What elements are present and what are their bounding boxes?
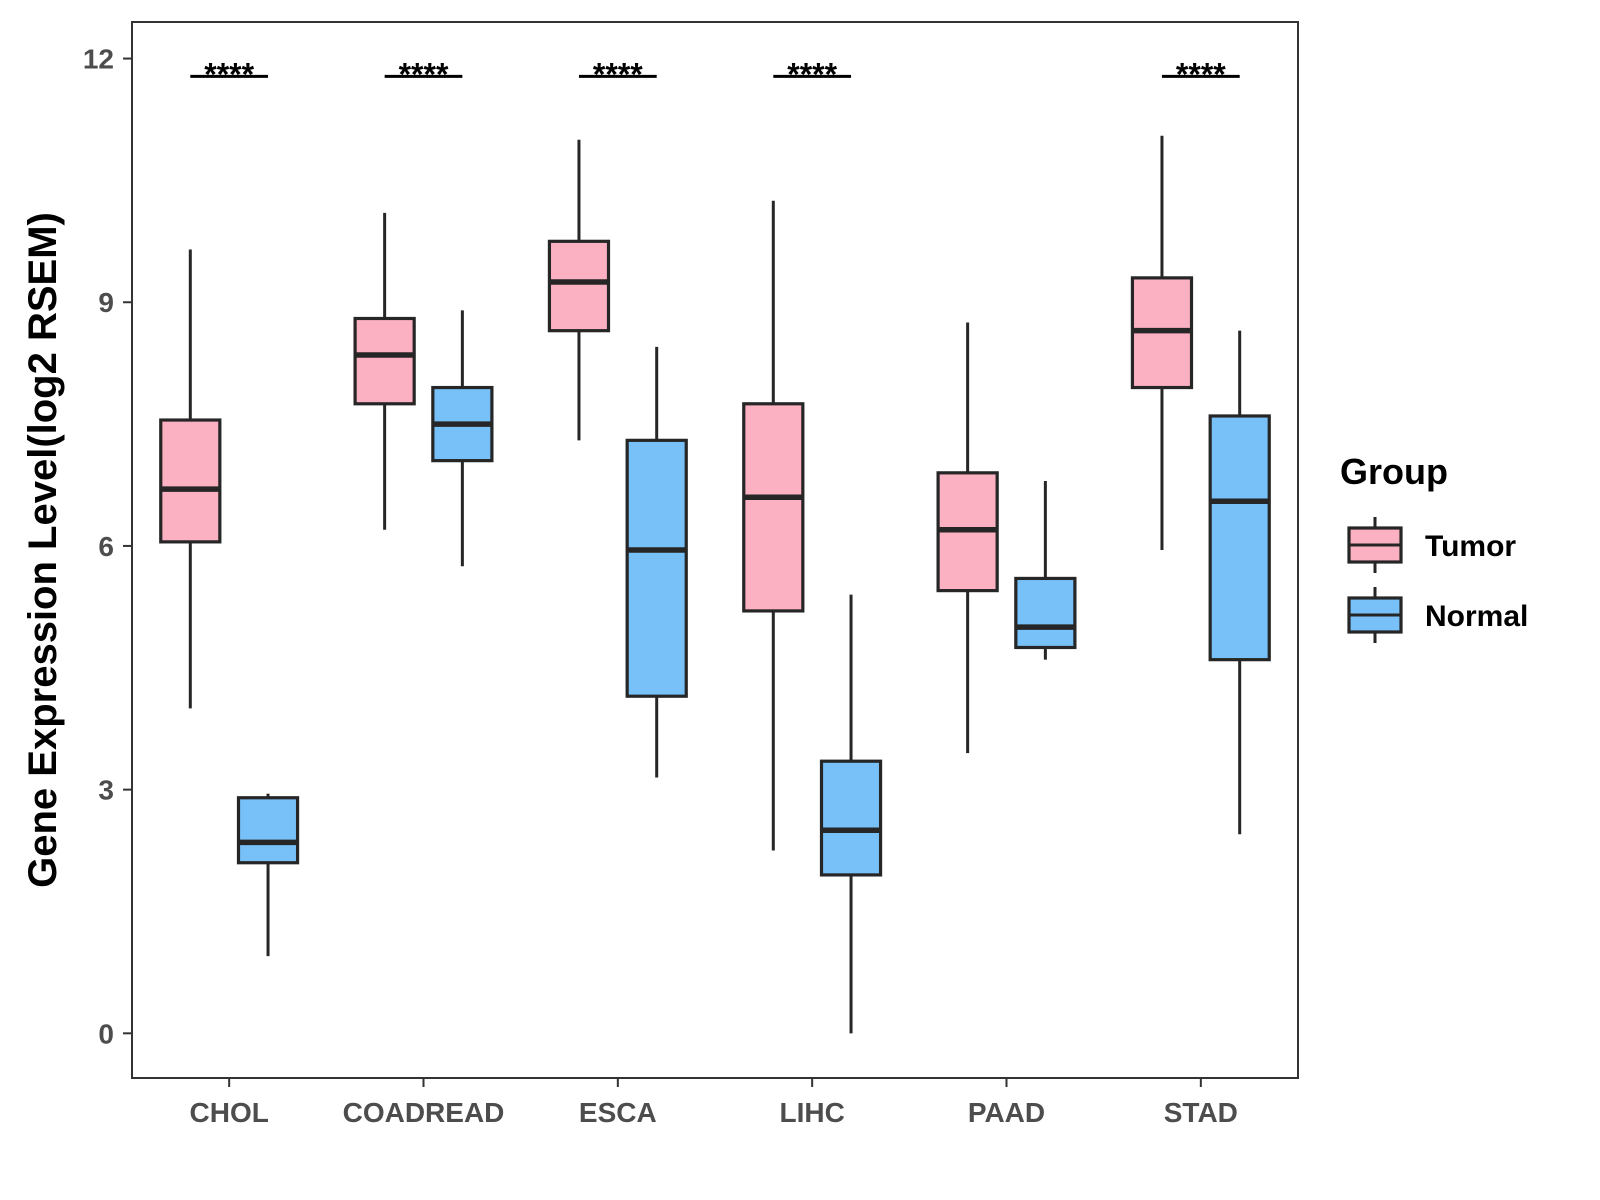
box-tumor-chol bbox=[159, 249, 222, 709]
x-tick-label-chol: CHOL bbox=[190, 1097, 269, 1128]
significance-layer: **** **** **** **** **** bbox=[190, 56, 1240, 92]
box-normal-paad bbox=[1014, 480, 1077, 660]
box-tumor-lihc bbox=[742, 200, 805, 851]
significance-label: **** bbox=[204, 56, 254, 92]
y-tick-label: 9 bbox=[98, 287, 114, 318]
box-body bbox=[1014, 576, 1077, 650]
box-body bbox=[353, 316, 416, 406]
legend: Group Tumor Normal bbox=[1340, 451, 1528, 643]
box-body bbox=[236, 796, 300, 865]
y-tick-label: 0 bbox=[98, 1018, 114, 1049]
x-tick-label-esca: ESCA bbox=[579, 1097, 657, 1128]
legend-item-tumor: Tumor bbox=[1347, 517, 1516, 573]
box-normal-stad bbox=[1208, 330, 1271, 835]
y-axis: 0 3 6 9 12 bbox=[83, 44, 132, 1049]
x-axis: CHOL COADREAD ESCA LIHC PAAD STAD bbox=[190, 1078, 1238, 1128]
box-body bbox=[742, 402, 805, 613]
x-tick-label-stad: STAD bbox=[1164, 1097, 1238, 1128]
plot-panel bbox=[131, 21, 1299, 1079]
box-tumor-coadread bbox=[353, 212, 416, 530]
y-tick-label: 6 bbox=[98, 531, 114, 562]
box-body bbox=[547, 239, 611, 333]
significance-coadread: **** bbox=[384, 56, 463, 92]
box-body bbox=[1208, 414, 1271, 662]
x-tick-label-paad: PAAD bbox=[968, 1097, 1045, 1128]
boxes-layer bbox=[159, 135, 1271, 1034]
legend-label: Tumor bbox=[1425, 530, 1516, 563]
box-body bbox=[819, 759, 883, 877]
legend-item-normal: Normal bbox=[1347, 587, 1528, 643]
significance-chol: **** bbox=[190, 56, 269, 92]
box-body bbox=[159, 418, 222, 544]
y-tick-label: 12 bbox=[83, 44, 114, 75]
significance-lihc: **** bbox=[773, 56, 852, 92]
significance-label: **** bbox=[593, 56, 643, 92]
box-normal-esca bbox=[625, 346, 688, 778]
box-tumor-esca bbox=[547, 139, 611, 441]
box-normal-chol bbox=[236, 793, 300, 957]
box-normal-coadread bbox=[431, 310, 494, 567]
legend-label: Normal bbox=[1425, 600, 1528, 633]
significance-label: **** bbox=[1176, 56, 1226, 92]
x-tick-label-lihc: LIHC bbox=[780, 1097, 845, 1128]
significance-stad: **** bbox=[1161, 56, 1240, 92]
box-tumor-paad bbox=[936, 322, 999, 754]
significance-label: **** bbox=[787, 56, 837, 92]
significance-esca: **** bbox=[578, 56, 657, 92]
box-tumor-stad bbox=[1130, 135, 1194, 550]
x-tick-label-coadread: COADREAD bbox=[343, 1097, 505, 1128]
box-body bbox=[625, 438, 688, 698]
legend-title: Group bbox=[1340, 451, 1448, 492]
y-axis-title: Gene Expression Level(log2 RSEM) bbox=[21, 212, 65, 888]
significance-label: **** bbox=[399, 56, 449, 92]
y-tick-label: 3 bbox=[98, 775, 114, 806]
box-normal-lihc bbox=[819, 594, 883, 1034]
